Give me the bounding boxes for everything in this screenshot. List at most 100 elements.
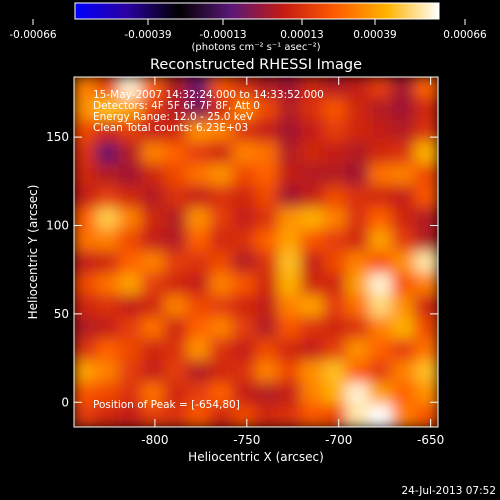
heatmap-cell (95, 360, 121, 385)
heatmap-cell (74, 382, 98, 407)
heatmap-cell (209, 360, 235, 385)
heatmap-cell (368, 338, 394, 363)
heatmap-cell (368, 382, 394, 407)
heatmap-cell (368, 251, 394, 275)
heatmap-cell (186, 141, 212, 166)
heatmap-cell (391, 229, 417, 254)
heatmap-cell (346, 294, 371, 319)
heatmap-cell (95, 316, 121, 341)
heatmap-cell (368, 229, 394, 254)
heatmap (74, 77, 438, 427)
x-axis-label: Heliocentric X (arcsec) (188, 450, 324, 464)
colorbar-tick-label: -0.00039 (124, 29, 171, 41)
heatmap-cell (255, 185, 280, 210)
info-line: Detectors: 4F 5F 6F 7F 8F, Att 0 (93, 100, 260, 112)
heatmap-cell (368, 185, 394, 210)
heatmap-cell (414, 185, 438, 210)
heatmap-cell (95, 251, 121, 275)
heatmap-cell (255, 294, 280, 319)
heatmap-cell (164, 272, 189, 297)
heatmap-cell (255, 404, 280, 427)
heatmap-cell (95, 229, 121, 254)
heatmap-cell (74, 185, 98, 210)
heatmap-cell (346, 97, 371, 122)
heatmap-cell (209, 382, 235, 407)
heatmap-cell (255, 207, 280, 232)
heatmap-cell (74, 251, 98, 275)
heatmap-cell (209, 119, 235, 144)
heatmap-cell (164, 141, 189, 166)
heatmap-cell (164, 404, 189, 427)
heatmap-cell (391, 141, 417, 166)
heatmap-cell (368, 141, 394, 166)
x-tick-label: -700 (325, 433, 352, 447)
heatmap-cell (118, 316, 144, 341)
colorbar-tick-label: 0.00013 (280, 29, 323, 41)
heatmap-cell (141, 119, 166, 144)
heatmap-cell (141, 229, 166, 254)
heatmap-cell (300, 119, 326, 144)
heatmap-cell (300, 382, 326, 407)
heatmap-cell (323, 163, 348, 188)
heatmap-cell (209, 272, 235, 297)
heatmap-cell (391, 382, 417, 407)
heatmap-cell (414, 163, 438, 188)
heatmap-cell (414, 77, 438, 100)
heatmap-cell (141, 404, 166, 427)
heatmap-cell (368, 97, 394, 122)
heatmap-cell (186, 163, 212, 188)
heatmap-cell (141, 77, 166, 100)
info-line: 15-May-2007 14:32:24.000 to 14:33:52.000 (93, 89, 324, 101)
heatmap-cell (186, 251, 212, 275)
heatmap-cell (209, 141, 235, 166)
heatmap-cell (209, 294, 235, 319)
heatmap-cell (346, 163, 371, 188)
heatmap-cell (164, 229, 189, 254)
heatmap-cell (368, 316, 394, 341)
heatmap-cell (255, 382, 280, 407)
colorbar-tick-label: -0.00066 (9, 29, 57, 41)
heatmap-cell (95, 163, 121, 188)
heatmap-cell (414, 119, 438, 144)
heatmap-cell (414, 360, 438, 385)
heatmap-cell (255, 97, 280, 122)
heatmap-cell (277, 163, 303, 188)
heatmap-cell (232, 404, 257, 427)
heatmap-cell (391, 185, 417, 210)
heatmap-cell (300, 97, 326, 122)
y-tick-label: 100 (46, 218, 69, 232)
heatmap-cell (118, 185, 144, 210)
heatmap-cell (277, 404, 303, 427)
heatmap-cell (323, 119, 348, 144)
heatmap-cell (232, 382, 257, 407)
heatmap-cell (414, 97, 438, 122)
heatmap-cell (74, 272, 98, 297)
heatmap-cell (368, 404, 394, 427)
heatmap-cell (118, 119, 144, 144)
heatmap-cell (300, 272, 326, 297)
heatmap-cell (186, 272, 212, 297)
heatmap-cell (118, 229, 144, 254)
heatmap-cell (277, 316, 303, 341)
heatmap-cell (300, 185, 326, 210)
heatmap-cell (232, 97, 257, 122)
heatmap-cell (391, 119, 417, 144)
heatmap-cell (186, 404, 212, 427)
heatmap-cell (255, 316, 280, 341)
heatmap-cell (95, 185, 121, 210)
peak-position-label: Position of Peak = [-654,80] (93, 399, 240, 411)
colorbar-tick-label: -0.00013 (199, 29, 246, 41)
heatmap-cell (209, 207, 235, 232)
heatmap-cell (323, 338, 348, 363)
heatmap-cell (414, 207, 438, 232)
heatmap-cell (164, 97, 189, 122)
heatmap-cell (232, 119, 257, 144)
heatmap-cell (186, 294, 212, 319)
heatmap-cell (323, 185, 348, 210)
heatmap-cell (255, 360, 280, 385)
heatmap-cell (414, 404, 438, 427)
heatmap-cell (95, 77, 121, 100)
heatmap-cell (74, 338, 98, 363)
heatmap-cell (346, 77, 371, 100)
chart-title: Reconstructed RHESSI Image (150, 57, 362, 73)
